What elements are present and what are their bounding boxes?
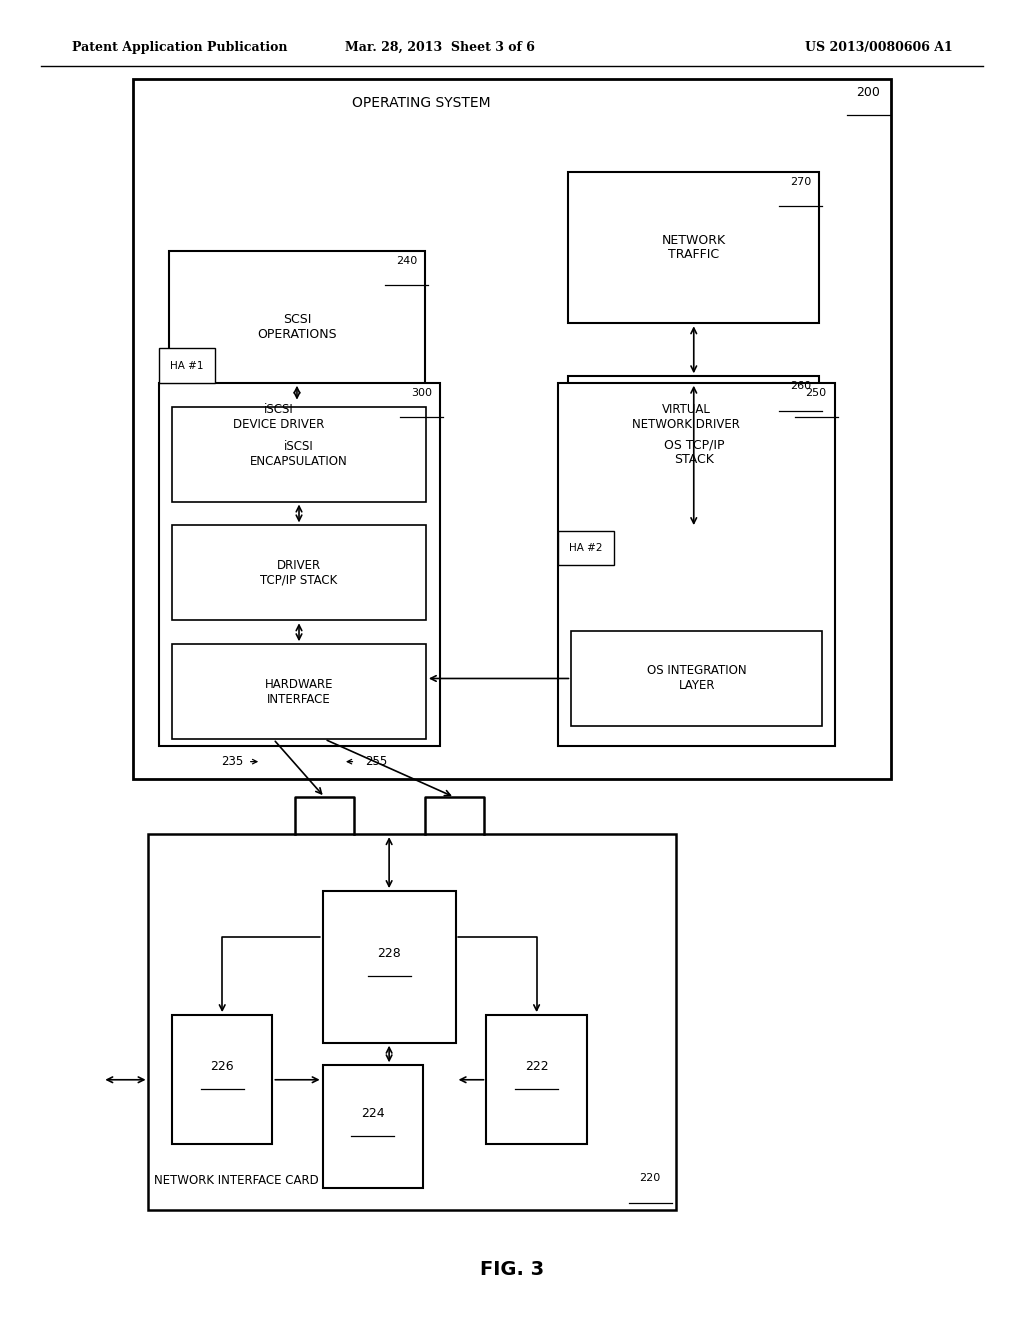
Text: HARDWARE
INTERFACE: HARDWARE INTERFACE [265, 677, 333, 706]
Text: 240: 240 [396, 256, 417, 267]
Text: DRIVER
TCP/IP STACK: DRIVER TCP/IP STACK [260, 558, 338, 587]
FancyBboxPatch shape [172, 1015, 272, 1144]
Text: iSCSI
ENCAPSULATION: iSCSI ENCAPSULATION [250, 440, 348, 469]
Text: OS INTEGRATION
LAYER: OS INTEGRATION LAYER [647, 664, 746, 693]
Text: 235: 235 [221, 755, 244, 768]
FancyBboxPatch shape [558, 531, 614, 565]
Text: HA #2: HA #2 [569, 543, 603, 553]
Text: 228: 228 [377, 948, 401, 960]
FancyBboxPatch shape [159, 383, 440, 746]
Text: 200: 200 [856, 86, 881, 99]
FancyBboxPatch shape [558, 383, 835, 746]
Text: VIRTUAL
NETWORK DRIVER: VIRTUAL NETWORK DRIVER [632, 403, 740, 430]
FancyBboxPatch shape [172, 407, 426, 502]
Text: 270: 270 [791, 177, 811, 187]
Text: NETWORK
TRAFFIC: NETWORK TRAFFIC [662, 234, 726, 261]
Text: SCSI
OPERATIONS: SCSI OPERATIONS [257, 313, 337, 341]
Text: 224: 224 [360, 1106, 385, 1119]
FancyBboxPatch shape [148, 834, 676, 1210]
Text: 260: 260 [791, 381, 811, 392]
Text: 250: 250 [806, 388, 826, 399]
FancyBboxPatch shape [486, 1015, 587, 1144]
Text: 300: 300 [412, 388, 432, 399]
Text: US 2013/0080606 A1: US 2013/0080606 A1 [805, 41, 952, 54]
FancyBboxPatch shape [172, 525, 426, 620]
Text: NETWORK INTERFACE CARD: NETWORK INTERFACE CARD [154, 1173, 318, 1187]
Text: iSCSI
DEVICE DRIVER: iSCSI DEVICE DRIVER [233, 403, 325, 430]
FancyBboxPatch shape [169, 251, 425, 403]
FancyBboxPatch shape [568, 376, 819, 528]
FancyBboxPatch shape [571, 631, 822, 726]
Text: 220: 220 [640, 1173, 660, 1184]
FancyBboxPatch shape [568, 172, 819, 323]
FancyBboxPatch shape [172, 644, 426, 739]
FancyBboxPatch shape [323, 1065, 423, 1188]
Text: OS TCP/IP
STACK: OS TCP/IP STACK [664, 438, 724, 466]
Text: OPERATING SYSTEM: OPERATING SYSTEM [352, 96, 490, 111]
Text: Mar. 28, 2013  Sheet 3 of 6: Mar. 28, 2013 Sheet 3 of 6 [345, 41, 536, 54]
Text: Patent Application Publication: Patent Application Publication [72, 41, 287, 54]
Text: 255: 255 [365, 755, 387, 768]
Text: HA #1: HA #1 [170, 360, 204, 371]
Text: FIG. 3: FIG. 3 [480, 1261, 544, 1279]
FancyBboxPatch shape [323, 891, 456, 1043]
Text: 226: 226 [210, 1060, 234, 1073]
FancyBboxPatch shape [133, 79, 891, 779]
Text: 222: 222 [524, 1060, 549, 1073]
FancyBboxPatch shape [159, 348, 215, 383]
